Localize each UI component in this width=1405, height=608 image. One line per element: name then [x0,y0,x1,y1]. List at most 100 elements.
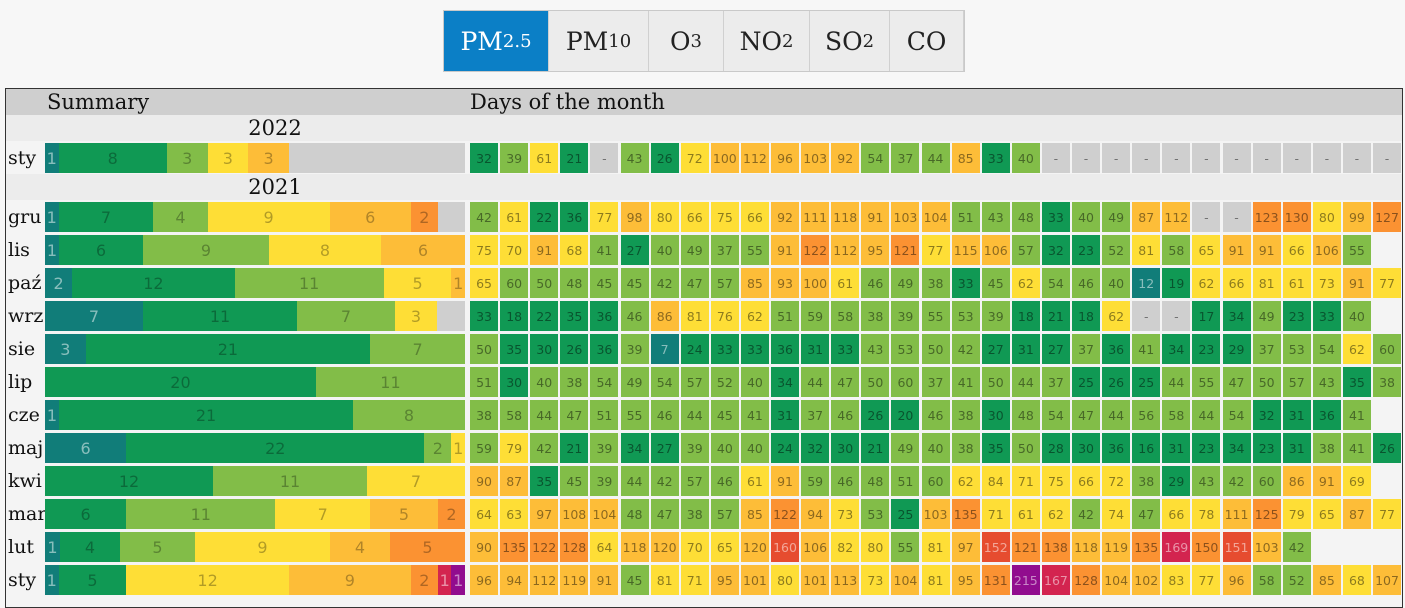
day-cell[interactable]: 95 [861,235,890,265]
day-cell[interactable]: 58 [1162,235,1191,265]
tab-pm25[interactable]: PM 2.5 [444,11,549,71]
day-cell[interactable]: 26 [861,400,890,430]
day-cell[interactable]: 41 [740,400,769,430]
day-cell[interactable]: 33 [831,334,860,364]
day-cell[interactable]: 62 [1192,268,1221,298]
day-cell[interactable]: 102 [1132,565,1161,595]
day-cell[interactable]: 39 [891,301,920,331]
day-cell[interactable]: 40 [1342,301,1371,331]
day-cell[interactable]: 68 [560,235,589,265]
day-cell[interactable]: 35 [1342,367,1371,397]
day-cell[interactable]: 30 [500,367,529,397]
day-cell[interactable]: 128 [560,532,589,562]
day-cell[interactable]: 87 [1342,499,1371,529]
day-cell[interactable]: 51 [891,466,920,496]
day-cell[interactable]: 40 [1072,202,1101,232]
day-cell[interactable]: 169 [1162,532,1191,562]
day-cell[interactable]: 41 [1342,433,1371,463]
day-cell[interactable]: - [590,143,619,173]
day-cell[interactable]: 66 [1222,268,1251,298]
day-cell[interactable]: - [1192,143,1221,173]
day-cell[interactable]: 38 [470,400,499,430]
day-cell[interactable]: 107 [1373,565,1402,595]
day-cell[interactable]: 57 [1282,367,1311,397]
day-cell[interactable]: 47 [1222,367,1251,397]
day-cell[interactable]: 22 [530,301,559,331]
day-cell[interactable]: - [1373,143,1402,173]
day-cell[interactable]: 60 [921,466,950,496]
day-cell[interactable]: 18 [1011,301,1040,331]
day-cell[interactable]: 27 [981,334,1010,364]
day-cell[interactable]: 100 [801,268,830,298]
day-cell[interactable]: 57 [710,268,739,298]
day-cell[interactable]: 53 [951,301,980,331]
day-cell[interactable]: 87 [500,466,529,496]
day-cell[interactable]: 47 [650,499,679,529]
day-cell[interactable]: 96 [470,565,499,595]
day-cell[interactable]: 91 [861,202,890,232]
day-cell[interactable]: 135 [500,532,529,562]
day-cell[interactable]: 49 [1252,301,1281,331]
day-cell[interactable]: 74 [1102,499,1131,529]
day-cell[interactable]: 50 [1252,367,1281,397]
day-cell[interactable]: 103 [1252,532,1281,562]
day-cell[interactable]: 101 [740,565,769,595]
day-cell[interactable]: 123 [1252,202,1281,232]
day-cell[interactable]: 25 [891,499,920,529]
day-cell[interactable]: 36 [1102,334,1131,364]
day-cell[interactable]: 51 [951,202,980,232]
day-cell[interactable]: 77 [1192,565,1221,595]
day-cell[interactable]: 90 [470,532,499,562]
day-cell[interactable]: 64 [590,532,619,562]
day-cell[interactable]: 30 [831,433,860,463]
day-cell[interactable]: 91 [530,235,559,265]
day-cell[interactable]: 103 [801,143,830,173]
day-cell[interactable]: 97 [530,499,559,529]
day-cell[interactable]: 76 [710,301,739,331]
day-cell[interactable]: 49 [620,367,649,397]
day-cell[interactable]: 95 [951,565,980,595]
day-cell[interactable]: 65 [470,268,499,298]
day-cell[interactable]: 44 [921,143,950,173]
day-cell[interactable]: 120 [650,532,679,562]
day-cell[interactable]: 48 [560,268,589,298]
day-cell[interactable]: 45 [710,400,739,430]
day-cell[interactable]: 19 [1162,268,1191,298]
day-cell[interactable]: 90 [470,466,499,496]
day-cell[interactable]: 61 [1282,268,1311,298]
day-cell[interactable]: 22 [530,202,559,232]
day-cell[interactable]: 45 [620,268,649,298]
tab-co[interactable]: CO [890,11,964,71]
day-cell[interactable]: 31 [771,400,800,430]
day-cell[interactable]: 47 [1132,499,1161,529]
day-cell[interactable]: 73 [861,565,890,595]
day-cell[interactable]: 112 [1162,202,1191,232]
day-cell[interactable]: 125 [1252,499,1281,529]
day-cell[interactable]: 69 [1342,466,1371,496]
day-cell[interactable]: - [1072,143,1101,173]
day-cell[interactable]: 30 [981,400,1010,430]
day-cell[interactable]: 21 [560,433,589,463]
day-cell[interactable]: 51 [771,301,800,331]
day-cell[interactable]: - [1252,143,1281,173]
day-cell[interactable]: 167 [1041,565,1070,595]
day-cell[interactable]: 7 [650,334,679,364]
day-cell[interactable]: 51 [590,400,619,430]
day-cell[interactable]: 46 [861,268,890,298]
day-cell[interactable]: 50 [861,367,890,397]
day-cell[interactable]: 31 [1282,400,1311,430]
day-cell[interactable]: 119 [1102,532,1131,562]
day-cell[interactable]: 44 [1162,367,1191,397]
day-cell[interactable]: 72 [680,143,709,173]
day-cell[interactable]: 48 [1011,202,1040,232]
day-cell[interactable]: 16 [1132,433,1161,463]
day-cell[interactable]: 50 [1011,433,1040,463]
day-cell[interactable]: 100 [710,143,739,173]
day-cell[interactable]: 52 [1282,565,1311,595]
day-cell[interactable]: 48 [1011,400,1040,430]
day-cell[interactable]: 48 [861,466,890,496]
day-cell[interactable]: 54 [650,367,679,397]
day-cell[interactable]: 33 [981,143,1010,173]
day-cell[interactable]: 81 [1132,235,1161,265]
